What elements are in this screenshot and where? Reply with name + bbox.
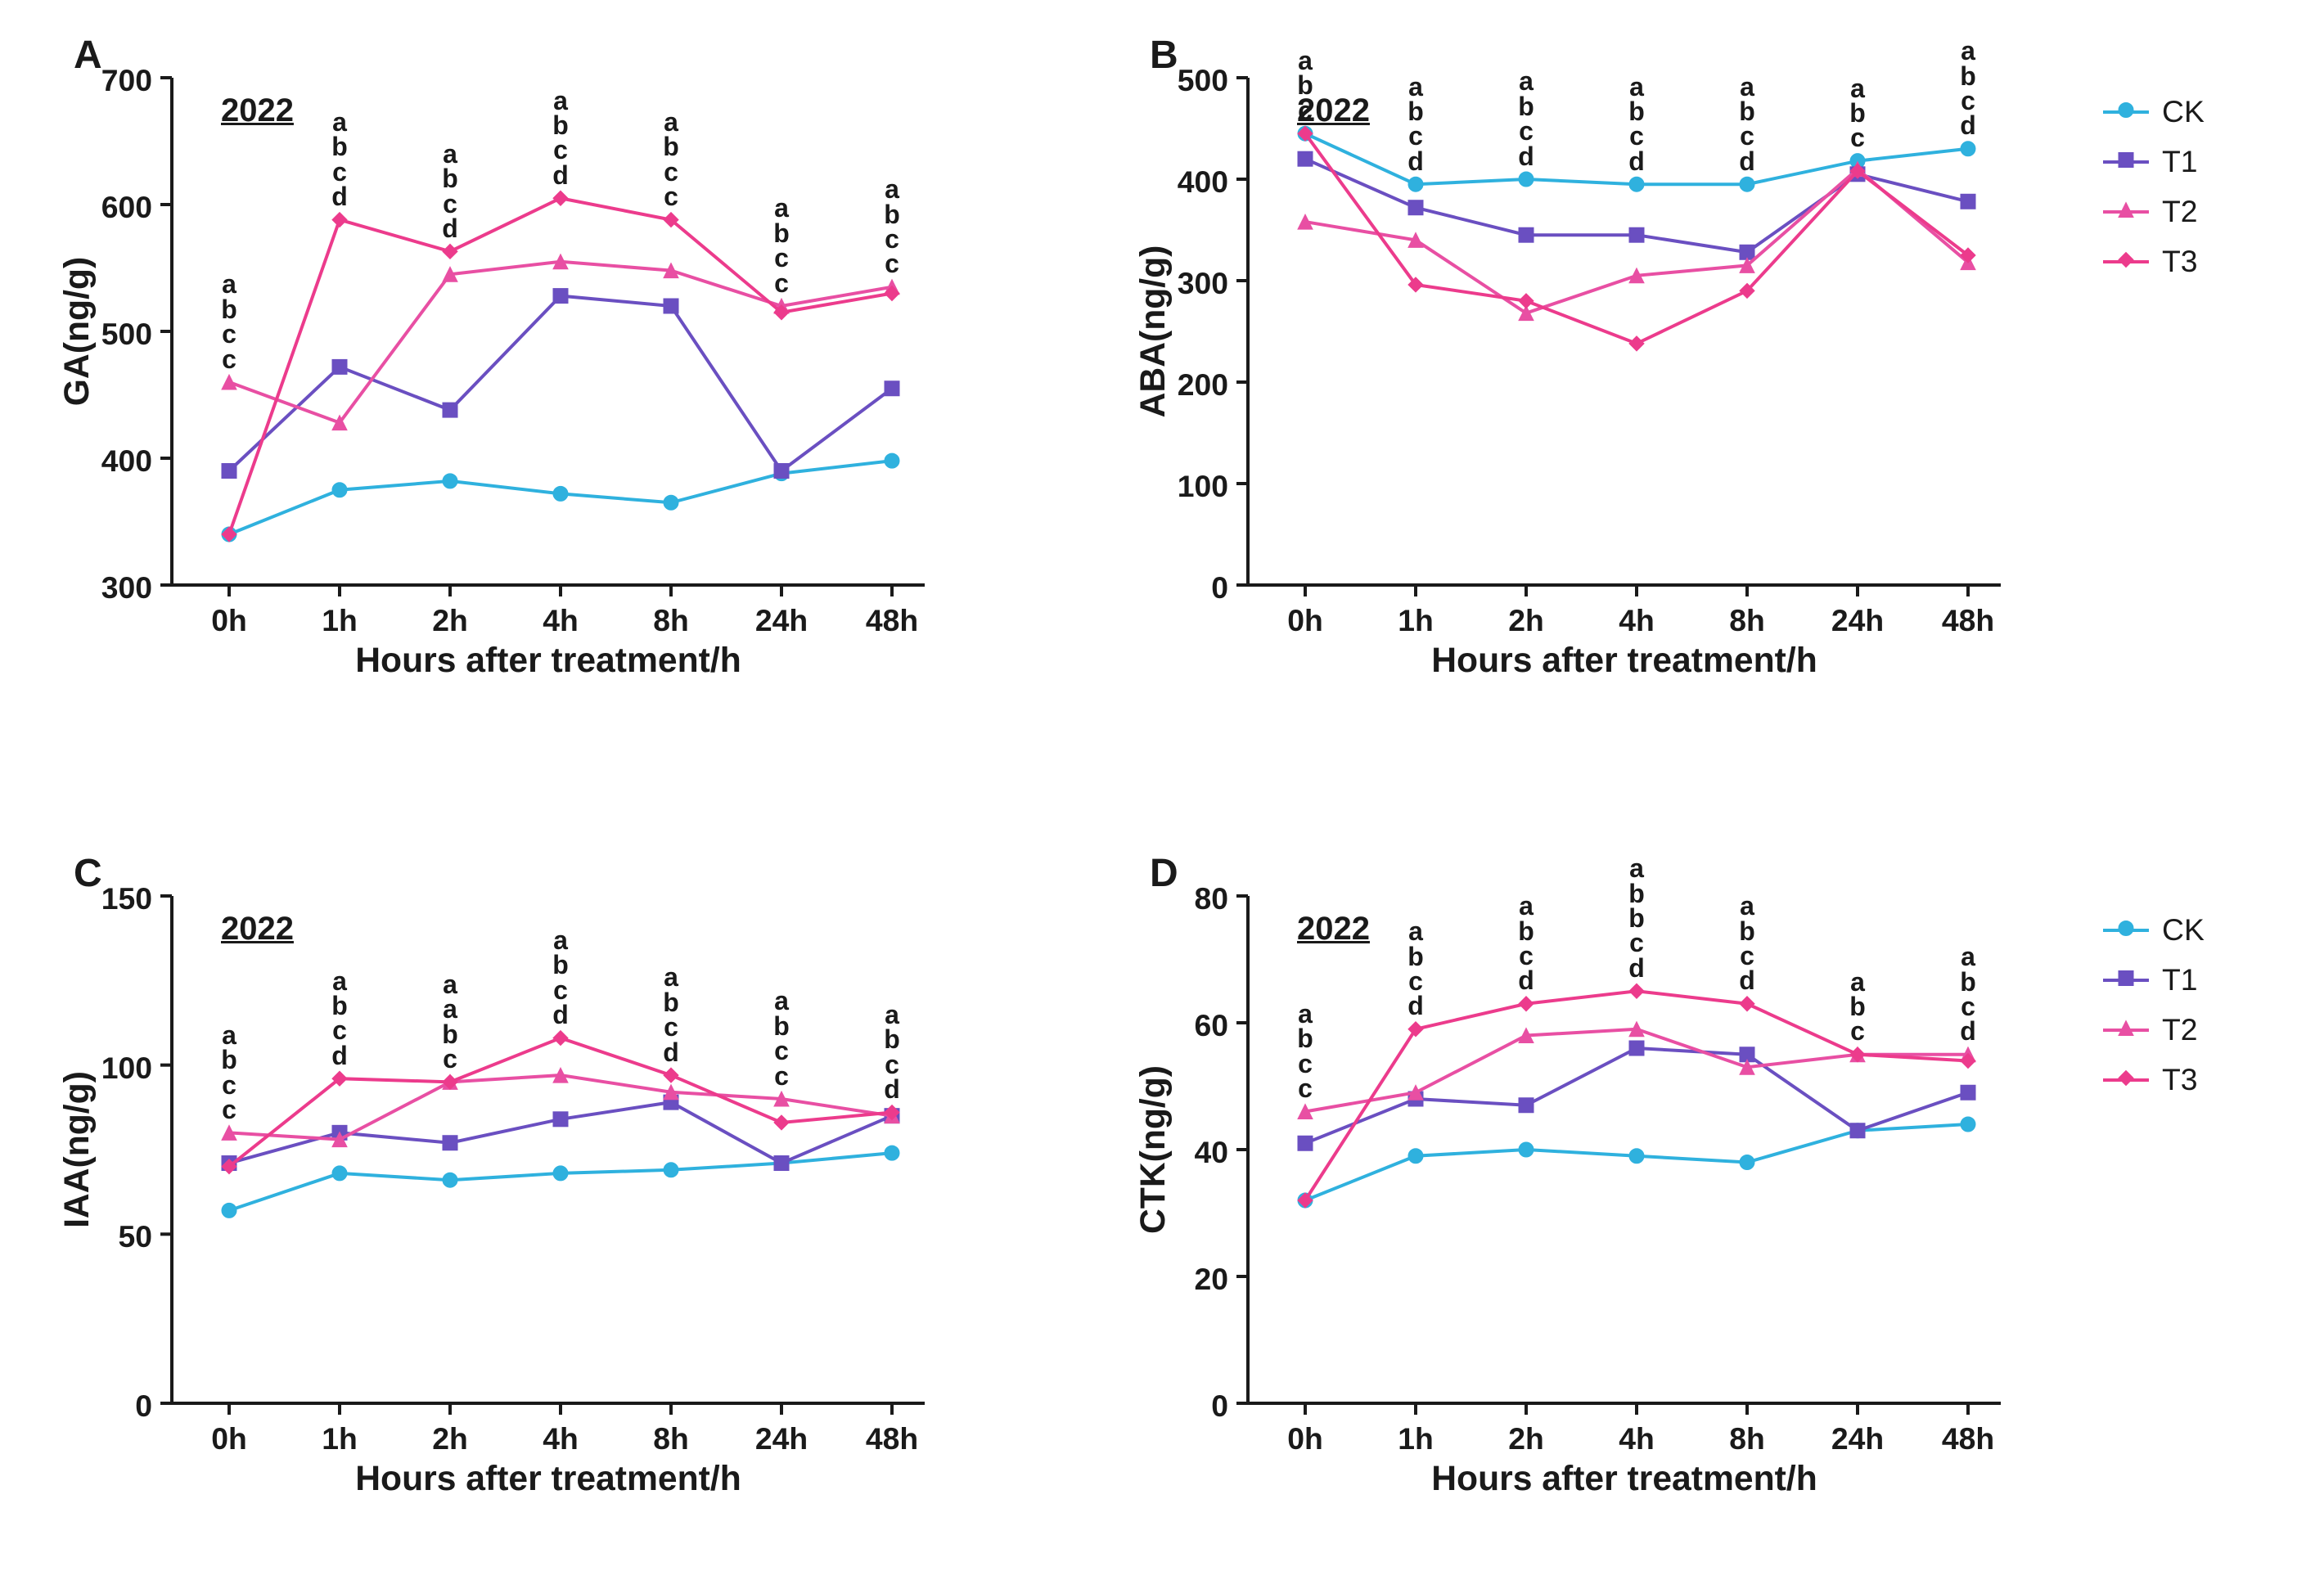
legend-item-ck: CK: [2103, 94, 2205, 129]
circle-icon: [2117, 101, 2135, 123]
x-axis-title: Hours after treatment/h: [1248, 1459, 2001, 1499]
significance-letter: c: [1399, 968, 1432, 994]
series-T1-marker: [1519, 1098, 1534, 1113]
legend-label: T2: [2162, 1012, 2198, 1047]
x-tick-label: 4h: [1596, 1421, 1678, 1456]
significance-letter: b: [1289, 1025, 1322, 1051]
square-icon: [2117, 151, 2135, 173]
legend-label: T3: [2162, 244, 2198, 279]
significance-letter: d: [1620, 955, 1653, 981]
significance-letter: d: [1510, 967, 1543, 993]
significance-letter: a: [1399, 918, 1432, 944]
legend-item-t2: T2: [2103, 1012, 2205, 1047]
significance-letter: b: [1841, 993, 1874, 1020]
legend-item-t1: T1: [2103, 962, 2205, 997]
circle-icon: [2117, 919, 2135, 941]
significance-letter: b: [1399, 943, 1432, 970]
square-icon: [2117, 969, 2135, 991]
x-tick-label: 48h: [1927, 1421, 2009, 1456]
significance-letter: c: [1289, 1051, 1322, 1077]
legend-swatch: [2103, 929, 2149, 932]
legend-swatch: [2103, 110, 2149, 114]
significance-letter: a: [1510, 893, 1543, 919]
series-T1-marker: [1961, 1085, 1975, 1100]
series-T1-marker: [1850, 1123, 1865, 1138]
x-tick-label: 24h: [1817, 1421, 1898, 1456]
significance-letter: b: [1620, 905, 1653, 931]
series-CK-marker: [1519, 1142, 1534, 1157]
triangle-icon: [2117, 1019, 2135, 1041]
y-axis-title: CTK(ng/g): [1133, 896, 1173, 1403]
legend-label: T3: [2162, 1062, 2198, 1097]
panel-label: D: [1150, 851, 1178, 896]
significance-letter: c: [1510, 943, 1543, 969]
significance-letter: a: [1620, 855, 1653, 881]
diamond-icon: [2117, 1069, 2135, 1091]
significance-letter: c: [1841, 1018, 1874, 1044]
legend-swatch: [2103, 1078, 2149, 1082]
series-CK-marker: [1629, 1149, 1644, 1164]
legend: CK T1 T2 T3: [2103, 912, 2205, 1112]
significance-letter: a: [1289, 1001, 1322, 1027]
significance-letter: d: [1952, 1018, 1984, 1044]
significance-letter: b: [1952, 969, 1984, 995]
significance-letter: c: [1952, 993, 1984, 1020]
significance-letter: c: [1731, 943, 1763, 969]
series-T1-marker: [1298, 1136, 1313, 1150]
legend-label: CK: [2162, 912, 2205, 948]
legend-swatch: [2103, 979, 2149, 982]
legend-label: T1: [2162, 144, 2198, 179]
legend-swatch: [2103, 210, 2149, 214]
legend-swatch: [2103, 160, 2149, 164]
legend-item-t3: T3: [2103, 1062, 2205, 1097]
series-T3-marker: [1740, 997, 1754, 1011]
significance-letter: c: [1620, 930, 1653, 956]
series-CK-marker: [1740, 1155, 1754, 1170]
significance-letter: a: [1731, 893, 1763, 919]
x-tick-label: 0h: [1264, 1421, 1346, 1456]
significance-letter: b: [1510, 918, 1543, 944]
legend-swatch: [2103, 1029, 2149, 1032]
legend-item-ck: CK: [2103, 912, 2205, 948]
significance-letter: c: [1289, 1075, 1322, 1101]
x-tick-label: 2h: [1485, 1421, 1567, 1456]
significance-letter: b: [1620, 880, 1653, 907]
significance-letter: b: [1731, 918, 1763, 944]
legend-label: CK: [2162, 94, 2205, 129]
triangle-icon: [2117, 200, 2135, 223]
series-CK-marker: [1961, 1117, 1975, 1132]
series-T3-marker: [1629, 984, 1644, 998]
legend-item-t2: T2: [2103, 194, 2205, 229]
significance-letter: a: [1952, 943, 1984, 970]
legend-item-t3: T3: [2103, 244, 2205, 279]
series-T3-marker: [1519, 997, 1534, 1011]
significance-letter: d: [1731, 967, 1763, 993]
figure-root: 3004005006007000h1h2h4h8h24h48hHours aft…: [0, 0, 2324, 1571]
legend: CK T1 T2 T3: [2103, 94, 2205, 294]
x-tick-label: 1h: [1375, 1421, 1457, 1456]
legend-item-t1: T1: [2103, 144, 2205, 179]
series-T1-marker: [1629, 1041, 1644, 1056]
legend-swatch: [2103, 260, 2149, 263]
x-tick-label: 8h: [1706, 1421, 1788, 1456]
legend-label: T1: [2162, 962, 2198, 997]
significance-letter: d: [1399, 993, 1432, 1019]
significance-letter: a: [1841, 969, 1874, 995]
legend-label: T2: [2162, 194, 2198, 229]
year-label: 2022: [1297, 911, 1370, 948]
diamond-icon: [2117, 250, 2135, 272]
series-CK-marker: [1408, 1149, 1423, 1164]
